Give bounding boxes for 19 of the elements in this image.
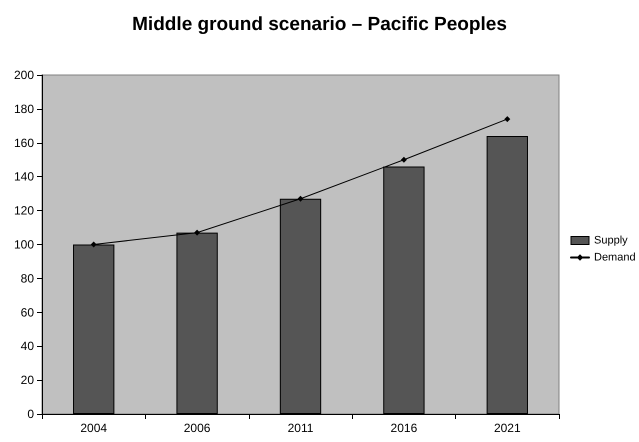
legend-label: Supply [594, 234, 628, 246]
x-tick-label: 2016 [390, 421, 418, 435]
y-tick-label: 200 [14, 68, 34, 82]
y-tick-label: 40 [20, 339, 34, 354]
y-tick-label: 0 [27, 407, 34, 421]
y-tick-label: 20 [20, 373, 34, 388]
y-tick-label: 160 [14, 136, 34, 150]
chart-title: Middle ground scenario – Pacific Peoples [132, 14, 507, 35]
x-tick-label: 2004 [80, 421, 108, 435]
y-tick-label: 80 [20, 271, 34, 286]
x-tick-label: 2021 [494, 421, 521, 435]
x-tick-label: 2011 [288, 421, 314, 435]
y-tick-label: 140 [14, 170, 34, 184]
y-tick-label: 100 [14, 238, 34, 252]
x-tick-label: 2006 [184, 421, 211, 435]
legend-label: Demand [594, 252, 636, 264]
y-tick-label: 120 [14, 204, 34, 218]
y-tick-label: 180 [14, 102, 34, 116]
y-tick-label: 60 [20, 305, 34, 320]
